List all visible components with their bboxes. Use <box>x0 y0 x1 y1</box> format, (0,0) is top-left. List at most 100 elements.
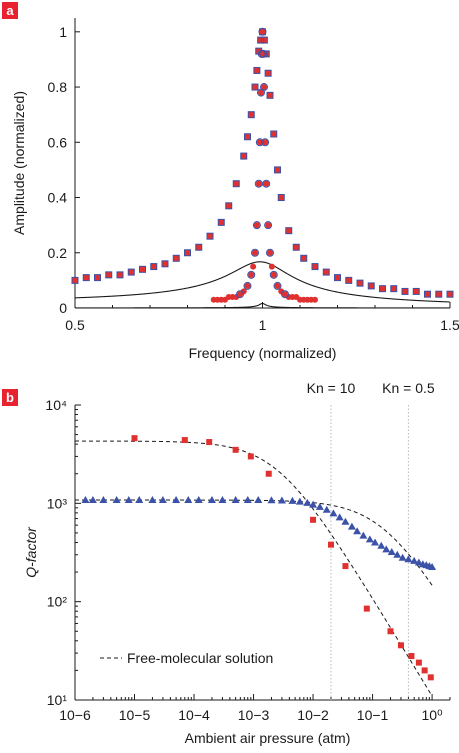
panel-b: b 10¹ 10² 10³ 10⁴ 10−6 10−5 10−4 10−3 10−2 10−1 10⁰… <box>2 380 451 746</box>
panel-a-point-blue-circle <box>266 248 274 257</box>
panel-a-point-blue-circle <box>243 281 252 290</box>
panel-a-point-blue-square <box>424 290 431 298</box>
panel-a-point-red-square <box>274 166 281 173</box>
panel-a-point-red-circle <box>262 139 269 146</box>
panel-b-point-red-square <box>206 439 213 446</box>
panel-a-point-red-square <box>218 219 225 226</box>
panel-b-x-tick-label: 10−5 <box>119 707 151 723</box>
panel-a-point-red-circle <box>268 263 275 270</box>
panel-a-point-red-square <box>248 111 255 118</box>
panel-a-point-blue-circle <box>264 221 273 230</box>
panel-a-point-blue-square <box>379 285 386 293</box>
panel-a-fit-curve <box>74 261 450 303</box>
panel-a-point-red-square <box>267 92 273 99</box>
panel-a-point-red-square <box>447 291 453 298</box>
panel-a-point-red-square <box>285 227 292 234</box>
panel-b-point-blue-triangle <box>377 541 386 549</box>
panel-a-point-red-circle <box>240 288 247 295</box>
panel-b-point-blue-triangle <box>218 496 227 504</box>
panel-a-point-red-square <box>424 291 431 298</box>
panel-a-point-red-circle <box>248 271 255 278</box>
panel-a-point-red-square <box>173 255 180 262</box>
panel-b-point-red-square <box>265 470 272 477</box>
panel-a-point-red-square <box>139 266 146 273</box>
panel-a-point-blue-square <box>225 202 233 210</box>
panel-a-y-tick-label: 0 <box>59 300 67 316</box>
panel-a-point-red-square <box>293 244 300 251</box>
panel-b-x-tick-label: 10−2 <box>297 707 329 723</box>
panel-a-point-red-square <box>244 133 251 140</box>
panel-a-point-blue-square <box>253 66 261 74</box>
panel-a-y-label: Amplitude (normalized) <box>11 91 27 235</box>
panel-a-point-blue-square <box>244 133 251 141</box>
panel-a-y-tick-label: 0.2 <box>48 245 68 261</box>
panel-b-point-blue-triangle <box>341 517 350 525</box>
panel-a-point-blue-square <box>172 254 180 262</box>
panel-b-x-tick-label: 10⁰ <box>421 707 443 723</box>
panel-a-point-red-square <box>150 263 157 270</box>
panel-b-point-blue-triangle <box>277 496 286 504</box>
panel-b-point-blue-triangle <box>303 498 312 506</box>
panel-b-point-blue-triangle <box>88 496 97 504</box>
panel-b-point-red-square <box>131 435 138 442</box>
panel-a-point-red-circle <box>267 249 273 256</box>
panel-a-point-blue-square <box>435 290 443 298</box>
panel-b-model-curve <box>75 440 433 697</box>
panel-a-letter: a <box>6 3 14 18</box>
panel-b-point-blue-triangle <box>428 563 437 571</box>
panel-a-point-red-circle <box>255 180 262 187</box>
panel-a-point-red-square <box>72 277 78 284</box>
panel-b-point-blue-triangle <box>231 496 240 504</box>
panel-a-point-blue-square <box>206 232 214 240</box>
panel-b-point-blue-triangle <box>404 555 413 563</box>
panel-a-point-blue-square <box>217 218 225 226</box>
panel-a-point-blue-square <box>150 263 158 271</box>
panel-a-point-red-square <box>312 263 318 270</box>
panel-a-point-red-square <box>265 70 272 77</box>
panel-a-point-blue-square <box>270 130 278 138</box>
panel-a-point-red-circle <box>312 296 318 303</box>
panel-b-point-blue-triangle <box>387 547 396 555</box>
panel-a-point-red-square <box>270 131 277 137</box>
panel-b-y-tick-label: 10² <box>47 594 68 610</box>
panel-a-point-blue-square <box>82 274 90 282</box>
panel-b-point-blue-triangle <box>288 496 297 504</box>
panel-b-kn-label: Kn = 10 <box>307 380 356 396</box>
panel-b-point-red-square <box>310 516 317 523</box>
panel-b-point-blue-triangle <box>329 509 338 517</box>
panel-b-y-tick-label: 10³ <box>47 495 68 511</box>
panel-a-point-blue-circle <box>236 290 244 299</box>
panel-a-point-red-square <box>345 277 352 284</box>
panel-a-point-blue-square <box>232 180 240 188</box>
panel-a-point-blue-circle <box>281 290 289 299</box>
panel-b-x-tick-label: 10−1 <box>357 707 389 723</box>
panel-b-point-red-square <box>327 541 334 548</box>
panel-a-point-blue-square <box>127 268 135 276</box>
panel-a-fit-curve <box>75 302 450 309</box>
panel-b-point-red-square <box>421 667 428 674</box>
panel-b-point-blue-triangle <box>335 513 344 521</box>
panel-a-point-red-circle <box>265 222 272 229</box>
panel-a-point-blue-square <box>390 285 398 293</box>
panel-a-point-blue-square <box>367 282 375 290</box>
panel-b-point-red-square <box>387 628 394 635</box>
panel-b-point-blue-triangle <box>267 496 276 504</box>
panel-b-y-tick-label: 10⁴ <box>45 397 67 413</box>
panel-b-point-blue-triangle <box>309 500 318 508</box>
panel-a-point-blue-circle <box>255 138 264 147</box>
panel-a-point-blue-square <box>264 69 272 77</box>
panel-a-point-red-square <box>357 280 363 287</box>
panel-a-point-red-square <box>240 153 247 160</box>
panel-b-y-label: Q-factor <box>23 526 39 578</box>
panel-b-point-blue-triangle <box>371 538 380 546</box>
panel-a-point-blue-circle <box>259 49 268 58</box>
panel-b-point-red-square <box>363 605 370 612</box>
panel-b-x-tick-label: 10−4 <box>178 707 210 723</box>
panel-a-y-tick-label: 0.6 <box>48 134 68 150</box>
panel-a-point-red-square <box>257 37 264 44</box>
panel-a-point-blue-square <box>285 227 293 235</box>
panel-b-point-red-square <box>342 563 349 570</box>
panel-a-point-blue-circle <box>269 270 278 279</box>
panel-b-point-blue-triangle <box>322 505 331 513</box>
